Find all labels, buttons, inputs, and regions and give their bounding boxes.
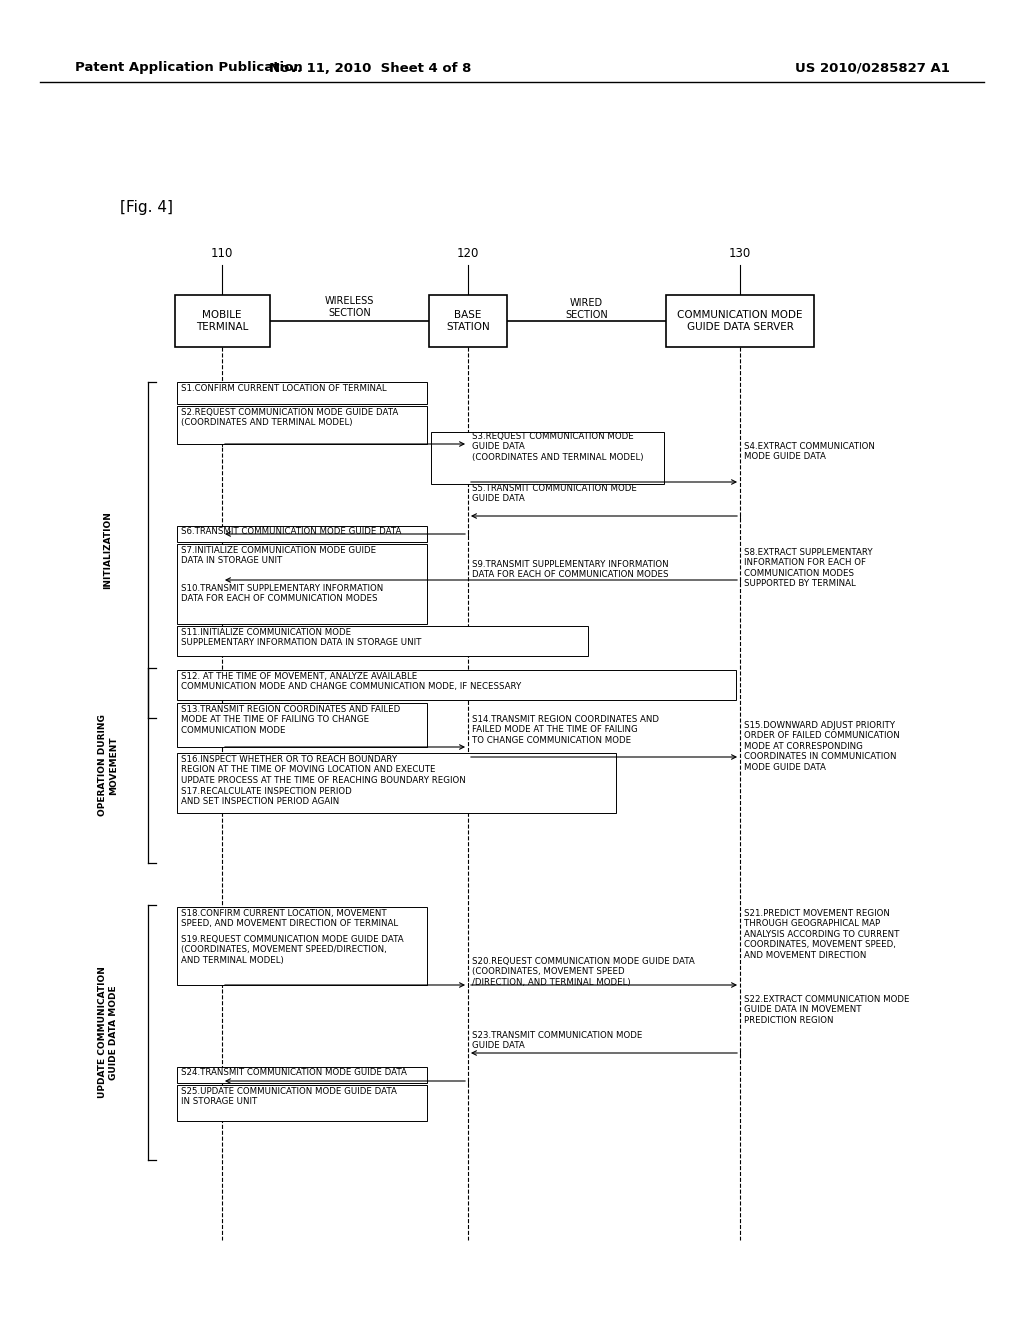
Text: US 2010/0285827 A1: US 2010/0285827 A1	[795, 62, 950, 74]
Text: S2.REQUEST COMMUNICATION MODE GUIDE DATA
(COORDINATES AND TERMINAL MODEL): S2.REQUEST COMMUNICATION MODE GUIDE DATA…	[181, 408, 398, 428]
Text: [Fig. 4]: [Fig. 4]	[120, 201, 173, 215]
Bar	[177, 544, 427, 624]
Text: S15.DOWNWARD ADJUST PRIORITY
ORDER OF FAILED COMMUNICATION
MODE AT CORRESPONDING: S15.DOWNWARD ADJUST PRIORITY ORDER OF FA…	[744, 721, 900, 772]
Text: 120: 120	[457, 247, 479, 260]
Bar	[175, 294, 270, 347]
Text: BASE
STATION: BASE STATION	[446, 310, 489, 331]
Bar	[177, 907, 427, 985]
Text: UPDATE COMMUNICATION
GUIDE DATA MODE: UPDATE COMMUNICATION GUIDE DATA MODE	[98, 966, 118, 1098]
Bar	[431, 432, 664, 484]
Text: S14.TRANSMIT REGION COORDINATES AND
FAILED MODE AT THE TIME OF FAILING
TO CHANGE: S14.TRANSMIT REGION COORDINATES AND FAIL…	[472, 715, 659, 744]
Text: S22.EXTRACT COMMUNICATION MODE
GUIDE DATA IN MOVEMENT
PREDICTION REGION: S22.EXTRACT COMMUNICATION MODE GUIDE DAT…	[744, 995, 909, 1024]
Text: S9.TRANSMIT SUPPLEMENTARY INFORMATION
DATA FOR EACH OF COMMUNICATION MODES: S9.TRANSMIT SUPPLEMENTARY INFORMATION DA…	[472, 560, 669, 579]
Text: S17.RECALCULATE INSPECTION PERIOD
AND SET INSPECTION PERIOD AGAIN: S17.RECALCULATE INSPECTION PERIOD AND SE…	[181, 787, 352, 807]
Text: S4.EXTRACT COMMUNICATION
MODE GUIDE DATA: S4.EXTRACT COMMUNICATION MODE GUIDE DATA	[744, 442, 874, 462]
Text: S18.CONFIRM CURRENT LOCATION, MOVEMENT
SPEED, AND MOVEMENT DIRECTION OF TERMINAL: S18.CONFIRM CURRENT LOCATION, MOVEMENT S…	[181, 909, 398, 928]
Bar	[177, 704, 427, 747]
Bar	[666, 294, 814, 347]
Bar	[177, 671, 736, 700]
Text: S11.INITIALIZE COMMUNICATION MODE
SUPPLEMENTARY INFORMATION DATA IN STORAGE UNIT: S11.INITIALIZE COMMUNICATION MODE SUPPLE…	[181, 628, 421, 647]
Bar	[177, 626, 588, 656]
Text: COMMUNICATION MODE
GUIDE DATA SERVER: COMMUNICATION MODE GUIDE DATA SERVER	[677, 310, 803, 331]
Bar	[429, 294, 507, 347]
Bar	[177, 525, 427, 543]
Text: OPERATION DURING
MOVEMENT: OPERATION DURING MOVEMENT	[98, 714, 118, 817]
Text: S24.TRANSMIT COMMUNICATION MODE GUIDE DATA: S24.TRANSMIT COMMUNICATION MODE GUIDE DA…	[181, 1068, 407, 1077]
Bar	[177, 381, 427, 404]
Bar	[177, 1067, 427, 1082]
Text: WIRED
SECTION: WIRED SECTION	[565, 298, 608, 319]
Text: S13.TRANSMIT REGION COORDINATES AND FAILED
MODE AT THE TIME OF FAILING TO CHANGE: S13.TRANSMIT REGION COORDINATES AND FAIL…	[181, 705, 400, 735]
Text: Nov. 11, 2010  Sheet 4 of 8: Nov. 11, 2010 Sheet 4 of 8	[269, 62, 471, 74]
Text: S16.INSPECT WHETHER OR TO REACH BOUNDARY
REGION AT THE TIME OF MOVING LOCATION A: S16.INSPECT WHETHER OR TO REACH BOUNDARY…	[181, 755, 466, 785]
Text: 130: 130	[729, 247, 752, 260]
Text: Patent Application Publication: Patent Application Publication	[75, 62, 303, 74]
Text: S21.PREDICT MOVEMENT REGION
THROUGH GEOGRAPHICAL MAP
ANALYSIS ACCORDING TO CURRE: S21.PREDICT MOVEMENT REGION THROUGH GEOG…	[744, 909, 899, 960]
Text: S7.INITIALIZE COMMUNICATION MODE GUIDE
DATA IN STORAGE UNIT: S7.INITIALIZE COMMUNICATION MODE GUIDE D…	[181, 546, 376, 565]
Text: S5.TRANSMIT COMMUNICATION MODE
GUIDE DATA: S5.TRANSMIT COMMUNICATION MODE GUIDE DAT…	[472, 484, 637, 503]
Bar	[177, 407, 427, 444]
Bar	[177, 1085, 427, 1121]
Text: S19.REQUEST COMMUNICATION MODE GUIDE DATA
(COORDINATES, MOVEMENT SPEED/DIRECTION: S19.REQUEST COMMUNICATION MODE GUIDE DAT…	[181, 935, 403, 965]
Text: S12. AT THE TIME OF MOVEMENT, ANALYZE AVAILABLE
COMMUNICATION MODE AND CHANGE CO: S12. AT THE TIME OF MOVEMENT, ANALYZE AV…	[181, 672, 521, 692]
Text: INITIALIZATION: INITIALIZATION	[103, 511, 113, 589]
Text: MOBILE
TERMINAL: MOBILE TERMINAL	[196, 310, 248, 331]
Bar	[177, 752, 616, 813]
Text: S8.EXTRACT SUPPLEMENTARY
INFORMATION FOR EACH OF
COMMUNICATION MODES
SUPPORTED B: S8.EXTRACT SUPPLEMENTARY INFORMATION FOR…	[744, 548, 872, 589]
Text: 110: 110	[211, 247, 233, 260]
Text: S6.TRANSMIT COMMUNICATION MODE GUIDE DATA: S6.TRANSMIT COMMUNICATION MODE GUIDE DAT…	[181, 527, 401, 536]
Text: S25.UPDATE COMMUNICATION MODE GUIDE DATA
IN STORAGE UNIT: S25.UPDATE COMMUNICATION MODE GUIDE DATA…	[181, 1086, 397, 1106]
Text: S3.REQUEST COMMUNICATION MODE
GUIDE DATA
(COORDINATES AND TERMINAL MODEL): S3.REQUEST COMMUNICATION MODE GUIDE DATA…	[472, 432, 643, 462]
Text: S10.TRANSMIT SUPPLEMENTARY INFORMATION
DATA FOR EACH OF COMMUNICATION MODES: S10.TRANSMIT SUPPLEMENTARY INFORMATION D…	[181, 583, 383, 603]
Text: WIRELESS
SECTION: WIRELESS SECTION	[325, 296, 374, 318]
Text: S20.REQUEST COMMUNICATION MODE GUIDE DATA
(COORDINATES, MOVEMENT SPEED
/DIRECTIO: S20.REQUEST COMMUNICATION MODE GUIDE DAT…	[472, 957, 694, 987]
Text: S23.TRANSMIT COMMUNICATION MODE
GUIDE DATA: S23.TRANSMIT COMMUNICATION MODE GUIDE DA…	[472, 1031, 642, 1051]
Text: S1.CONFIRM CURRENT LOCATION OF TERMINAL: S1.CONFIRM CURRENT LOCATION OF TERMINAL	[181, 384, 387, 393]
